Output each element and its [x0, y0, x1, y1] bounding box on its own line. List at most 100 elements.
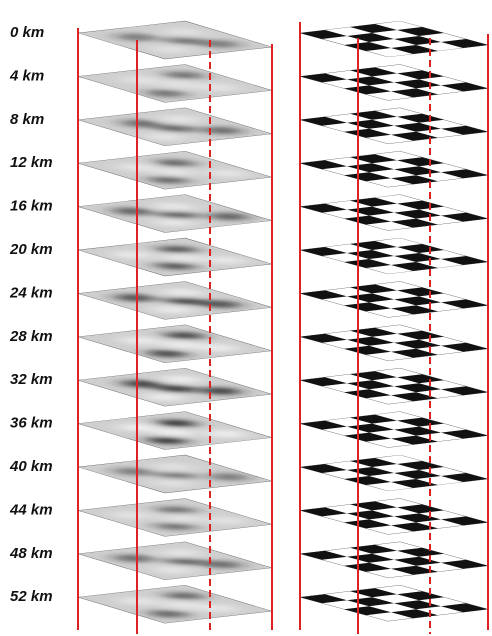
blob: [163, 254, 203, 262]
blob: [153, 566, 194, 574]
checker-cell: [391, 131, 438, 141]
blobs: [113, 549, 242, 574]
checker-cell: [300, 30, 347, 39]
checker-cell: [397, 70, 444, 80]
checker-cell: [441, 125, 488, 135]
checker-layer: [299, 498, 489, 535]
checker-cell: [347, 33, 394, 42]
checker-cell: [441, 516, 488, 526]
checker-cell: [397, 461, 444, 470]
blob: [161, 375, 201, 384]
checker-cell: [344, 519, 391, 529]
blob: [161, 514, 202, 523]
checker-cell: [350, 67, 397, 77]
blob: [145, 133, 185, 141]
blob: [121, 379, 162, 388]
blob: [151, 45, 191, 54]
blob: [165, 297, 205, 305]
blob: [202, 126, 242, 135]
checker-cell: [350, 24, 397, 33]
blobs: [111, 245, 246, 270]
depth-label: 40 km: [9, 458, 53, 475]
checker-layer: [299, 368, 489, 405]
smooth-layer: [77, 541, 273, 580]
checker-cell: [300, 420, 347, 430]
blob: [147, 436, 187, 445]
smooth-layer: [77, 107, 273, 146]
checker-cell: [300, 116, 347, 126]
depth-label: 4 km: [9, 67, 44, 84]
blob: [207, 169, 247, 178]
checker-cell: [441, 299, 488, 309]
blob: [152, 479, 192, 488]
checker-cell: [344, 476, 391, 485]
checker-layer: [299, 194, 489, 231]
depth-label: 20 km: [9, 241, 53, 258]
blob: [157, 245, 198, 254]
checker-layer: [299, 585, 489, 622]
checker-cell: [300, 247, 347, 256]
checker-cell: [300, 160, 347, 170]
blob: [156, 506, 196, 514]
checker-cell: [300, 550, 347, 560]
checker-cell: [300, 507, 347, 517]
checker-cell: [441, 256, 488, 265]
blob: [156, 384, 197, 393]
checker-cell: [300, 594, 347, 604]
blob: [155, 262, 195, 270]
blob: [160, 80, 200, 89]
smooth-layer: [77, 454, 273, 494]
checker-layer: [299, 541, 489, 578]
blobs: [115, 288, 241, 314]
checker-cell: [391, 348, 438, 358]
checker-cell: [397, 287, 444, 297]
checker-cell: [394, 600, 441, 610]
blob: [148, 176, 189, 184]
blobs: [118, 419, 246, 445]
checker-cell: [344, 432, 391, 442]
blob: [164, 71, 204, 80]
blob: [162, 288, 203, 297]
blob: [155, 522, 195, 531]
checker-cell: [397, 27, 444, 36]
checker-cell: [441, 559, 488, 569]
blob: [160, 115, 200, 123]
checker-cell: [391, 479, 438, 488]
checker-cell: [344, 85, 391, 95]
blobs: [118, 592, 238, 618]
labels: 0 km 4 km 8 km 12 km 16 km 20 km 24 km 28 km 32 …: [9, 24, 53, 605]
blob: [207, 516, 247, 525]
checker-layer: [299, 20, 489, 58]
smooth-layer: [77, 194, 273, 233]
checker-layer: [299, 281, 489, 318]
blob: [154, 428, 194, 437]
checker-cell: [397, 417, 444, 427]
smooth-layer: [77, 411, 273, 450]
blob: [118, 597, 159, 605]
checker-cell: [441, 212, 488, 222]
checker-cell: [397, 244, 444, 253]
checker-cell: [344, 302, 391, 312]
checker-cell: [394, 383, 441, 393]
blob: [164, 36, 204, 45]
checker-cell: [441, 342, 488, 352]
blob: [161, 549, 201, 557]
checker-cell: [441, 429, 488, 439]
checker-cell: [391, 609, 438, 619]
blob: [165, 557, 205, 566]
checker-cell: [350, 327, 397, 337]
checker-cell: [344, 345, 391, 355]
smooth-layer: [77, 20, 273, 60]
checker-cell: [350, 110, 397, 120]
smooth-layer: [77, 498, 273, 537]
blob: [112, 207, 152, 216]
blob: [145, 393, 185, 402]
blobs: [121, 115, 242, 141]
checker-cell: [350, 501, 397, 511]
checker-layer: [299, 324, 489, 361]
blob: [154, 463, 194, 471]
checker-cell: [300, 377, 347, 387]
blob: [164, 592, 204, 600]
smooth-layer: [77, 151, 273, 190]
